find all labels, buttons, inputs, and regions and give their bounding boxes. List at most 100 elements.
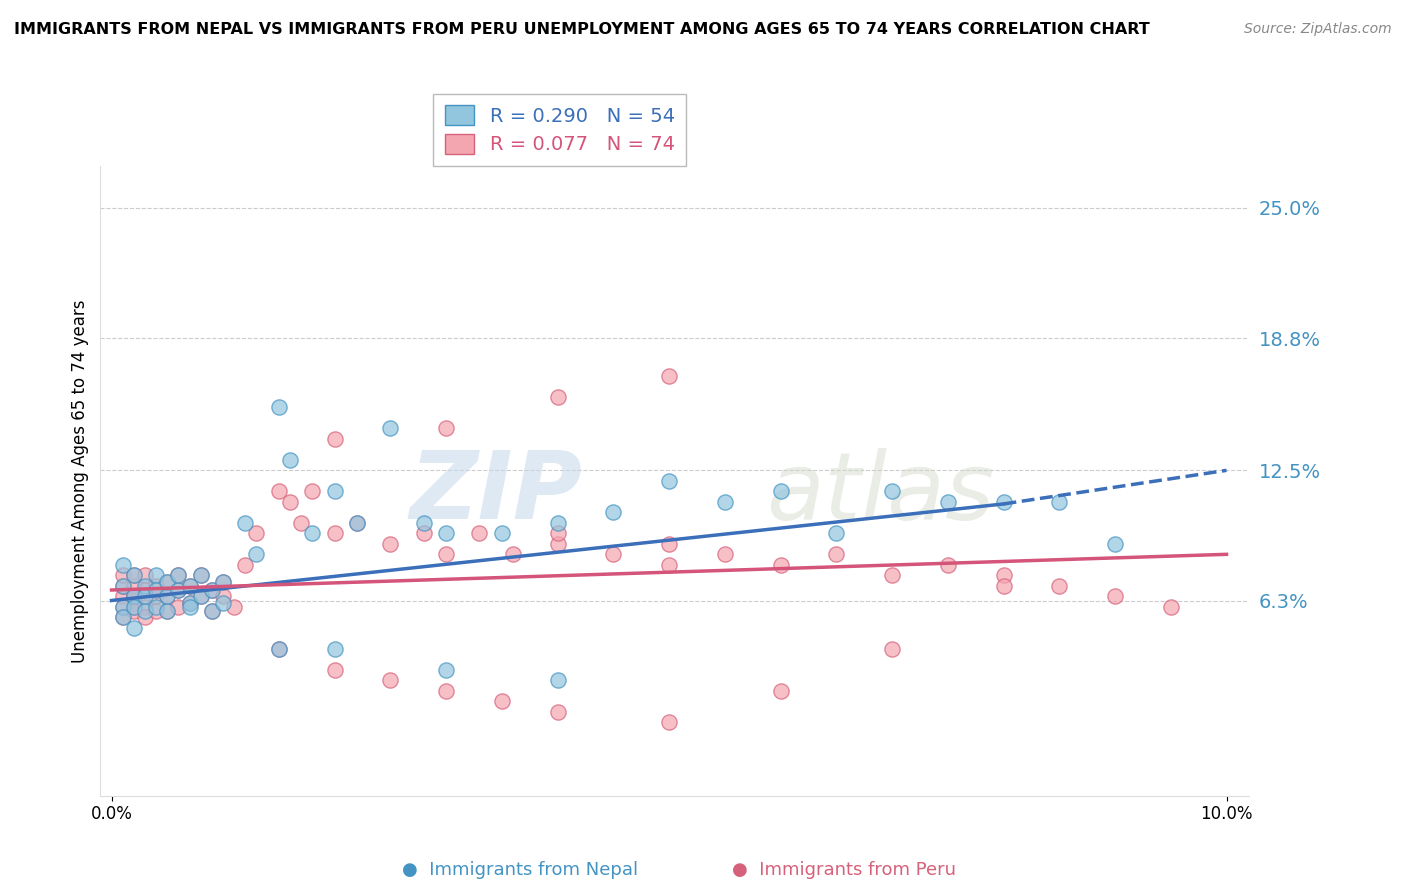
- Point: [122, 568, 145, 582]
- Point: [323, 526, 346, 541]
- Point: [134, 579, 156, 593]
- Point: [167, 599, 190, 614]
- Point: [936, 558, 959, 572]
- Point: [936, 495, 959, 509]
- Point: [658, 715, 681, 730]
- Point: [412, 516, 434, 530]
- Point: [491, 694, 513, 708]
- Point: [267, 484, 290, 499]
- Legend: R = 0.290   N = 54, R = 0.077   N = 74: R = 0.290 N = 54, R = 0.077 N = 74: [433, 94, 686, 166]
- Point: [825, 547, 848, 561]
- Text: IMMIGRANTS FROM NEPAL VS IMMIGRANTS FROM PERU UNEMPLOYMENT AMONG AGES 65 TO 74 Y: IMMIGRANTS FROM NEPAL VS IMMIGRANTS FROM…: [14, 22, 1150, 37]
- Point: [111, 579, 134, 593]
- Text: ●  Immigrants from Peru: ● Immigrants from Peru: [731, 861, 956, 879]
- Point: [134, 610, 156, 624]
- Point: [179, 579, 201, 593]
- Point: [323, 663, 346, 677]
- Point: [190, 590, 212, 604]
- Point: [111, 568, 134, 582]
- Point: [658, 537, 681, 551]
- Point: [156, 604, 179, 618]
- Point: [122, 590, 145, 604]
- Point: [190, 590, 212, 604]
- Point: [278, 495, 301, 509]
- Point: [825, 526, 848, 541]
- Point: [323, 432, 346, 446]
- Point: [880, 484, 903, 499]
- Point: [547, 390, 569, 404]
- Point: [111, 610, 134, 624]
- Point: [547, 526, 569, 541]
- Point: [156, 590, 179, 604]
- Point: [769, 683, 792, 698]
- Point: [122, 599, 145, 614]
- Point: [323, 484, 346, 499]
- Point: [547, 516, 569, 530]
- Point: [267, 401, 290, 415]
- Point: [658, 558, 681, 572]
- Point: [993, 568, 1015, 582]
- Point: [993, 579, 1015, 593]
- Point: [201, 582, 224, 597]
- Point: [156, 604, 179, 618]
- Point: [233, 516, 256, 530]
- Point: [245, 547, 267, 561]
- Point: [145, 590, 167, 604]
- Point: [201, 582, 224, 597]
- Point: [111, 610, 134, 624]
- Point: [323, 641, 346, 656]
- Point: [278, 453, 301, 467]
- Point: [267, 641, 290, 656]
- Point: [434, 547, 457, 561]
- Point: [880, 568, 903, 582]
- Point: [346, 516, 368, 530]
- Point: [167, 582, 190, 597]
- Point: [134, 590, 156, 604]
- Point: [122, 568, 145, 582]
- Point: [434, 663, 457, 677]
- Point: [1160, 599, 1182, 614]
- Point: [212, 574, 235, 589]
- Point: [502, 547, 524, 561]
- Text: ●  Immigrants from Nepal: ● Immigrants from Nepal: [402, 861, 638, 879]
- Point: [156, 590, 179, 604]
- Point: [190, 568, 212, 582]
- Point: [301, 484, 323, 499]
- Point: [602, 505, 624, 519]
- Point: [602, 547, 624, 561]
- Point: [167, 582, 190, 597]
- Point: [145, 579, 167, 593]
- Text: ZIP: ZIP: [409, 448, 582, 540]
- Point: [122, 621, 145, 635]
- Y-axis label: Unemployment Among Ages 65 to 74 years: Unemployment Among Ages 65 to 74 years: [72, 299, 89, 663]
- Point: [122, 599, 145, 614]
- Point: [713, 547, 735, 561]
- Point: [993, 495, 1015, 509]
- Point: [713, 495, 735, 509]
- Point: [122, 579, 145, 593]
- Point: [134, 582, 156, 597]
- Point: [111, 590, 134, 604]
- Point: [122, 604, 145, 618]
- Point: [1047, 579, 1070, 593]
- Point: [380, 673, 402, 688]
- Point: [145, 568, 167, 582]
- Point: [434, 526, 457, 541]
- Point: [1104, 590, 1126, 604]
- Point: [111, 599, 134, 614]
- Point: [491, 526, 513, 541]
- Point: [233, 558, 256, 572]
- Text: atlas: atlas: [766, 448, 994, 539]
- Point: [134, 604, 156, 618]
- Point: [145, 582, 167, 597]
- Point: [134, 599, 156, 614]
- Point: [145, 604, 167, 618]
- Point: [179, 596, 201, 610]
- Point: [880, 641, 903, 656]
- Point: [1047, 495, 1070, 509]
- Point: [156, 574, 179, 589]
- Point: [167, 568, 190, 582]
- Point: [179, 579, 201, 593]
- Point: [412, 526, 434, 541]
- Point: [134, 568, 156, 582]
